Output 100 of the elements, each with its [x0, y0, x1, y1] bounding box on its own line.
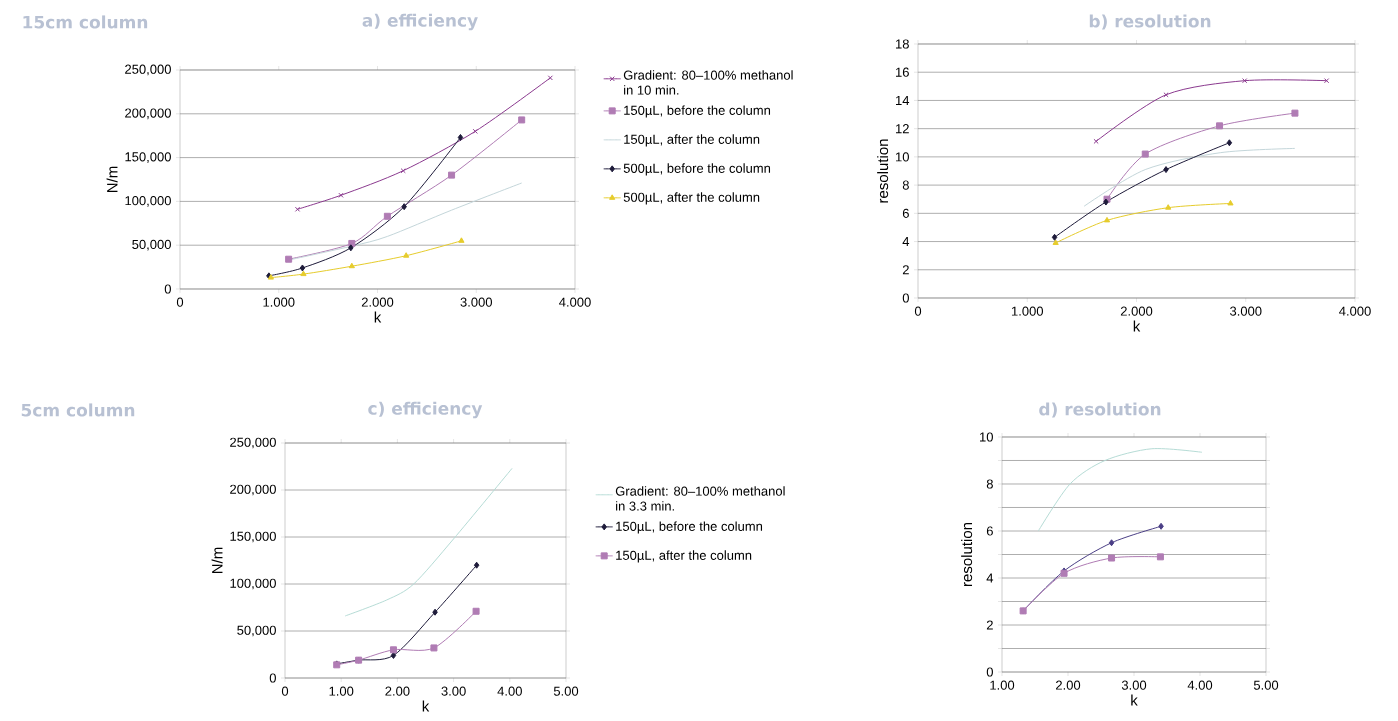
y-tick-label: 6 [902, 208, 909, 218]
chart-title: b) resolution [1089, 14, 1211, 30]
legend-label: Gradient: 80–100% methanol in 10 min. [623, 70, 793, 95]
y-tick-label: 100,000 [230, 578, 276, 590]
y-tick-label: 200,000 [230, 484, 276, 496]
point [458, 237, 465, 243]
point [430, 644, 438, 652]
point [1103, 216, 1111, 223]
y-tick-label: 2 [902, 265, 909, 275]
y-axis-title: resolution [877, 139, 889, 203]
x-tick-label: 5.00 [1253, 680, 1279, 690]
chart-title: d) resolution [1039, 402, 1161, 418]
y-tick-label: 6 [986, 526, 993, 536]
x-tick-label: 5.00 [553, 686, 579, 696]
point [383, 212, 391, 220]
y-axis-title: N/m [106, 166, 118, 193]
legend-label: 150µL, before the column [616, 521, 763, 534]
point [432, 608, 438, 616]
point [457, 133, 464, 141]
point [1156, 553, 1164, 561]
legend-label: 500µL, after the column [623, 192, 760, 205]
point [1163, 92, 1169, 98]
point [448, 171, 456, 179]
point [390, 651, 397, 659]
x-tick-label: 1.000 [263, 297, 295, 307]
point [473, 561, 480, 569]
y-axis-title: resolution [961, 522, 973, 587]
y-tick-label: 250,000 [230, 437, 276, 449]
point [1158, 522, 1164, 530]
y-tick-label: 250,000 [125, 64, 171, 76]
point [389, 646, 397, 654]
point [400, 168, 406, 174]
y-tick-label: 150,000 [125, 152, 171, 163]
point [1163, 166, 1169, 174]
y-tick-label: 4 [986, 573, 994, 583]
x-tick-label: 1.000 [1011, 306, 1044, 316]
y-tick-label: 8 [902, 180, 909, 190]
x-tick-label: 4.00 [1187, 680, 1213, 690]
point [1242, 78, 1248, 84]
x-tick-label: 2.000 [1120, 306, 1153, 316]
x-tick-label: 0 [176, 297, 184, 307]
line-series [344, 467, 513, 617]
legend-label: 500µL, before the column [623, 163, 771, 176]
text: 15cm column [23, 15, 148, 29]
y-tick-label: 16 [896, 67, 909, 77]
x-tick-label: 4.000 [559, 297, 591, 307]
point [1108, 539, 1115, 547]
x-tick-label: 2.000 [361, 297, 394, 307]
y-tick-label: 12 [896, 124, 909, 134]
y-tick-label: 18 [896, 39, 909, 49]
point [300, 270, 307, 277]
y-tick-label: 14 [896, 95, 910, 105]
x-axis-title: k [1133, 320, 1141, 332]
y-tick-label: 10 [980, 432, 993, 442]
y-tick-label: 100,000 [125, 196, 171, 207]
legend-label: 150µL, after the column [616, 550, 752, 563]
x-tick-label: 0 [281, 686, 289, 696]
chart-title: a) efficiency [362, 13, 478, 31]
y-tick-label: 200,000 [125, 108, 171, 120]
point [1226, 139, 1233, 147]
legend-label: 150µL, before the column [624, 105, 771, 118]
point [472, 128, 478, 134]
y-tick-label: 2 [986, 620, 993, 630]
x-tick-label: 4.00 [497, 686, 522, 696]
y-tick-label: 10 [896, 152, 909, 162]
point [1051, 233, 1058, 241]
y-tick-label: 50,000 [132, 239, 171, 251]
y-tick-label: 0 [269, 673, 276, 683]
point [1052, 239, 1059, 245]
y-tick-label: 0 [986, 667, 993, 677]
point [1108, 554, 1116, 562]
point [401, 203, 407, 211]
y-axis-title: N/m [211, 547, 223, 574]
text: 5cm column [21, 403, 135, 417]
x-axis-title: k [422, 700, 430, 712]
point [1216, 122, 1224, 130]
point [1165, 204, 1172, 210]
point [518, 116, 526, 124]
x-tick-label: 2.00 [385, 686, 410, 696]
point [338, 192, 344, 198]
x-tick-label: 4.000 [1339, 306, 1371, 316]
legend-label: Gradient: 80–100% methanol in 3.3 min. [615, 486, 785, 511]
x-tick-label: 0 [914, 306, 922, 316]
y-tick-label: 150,000 [230, 531, 276, 543]
point [472, 607, 480, 615]
point [348, 262, 355, 269]
chart-title: c) efficiency [368, 401, 483, 419]
x-axis-title: k [1131, 694, 1138, 706]
point [299, 264, 306, 272]
point [1141, 150, 1149, 158]
x-axis-title: k [374, 311, 382, 323]
y-tick-label: 0 [164, 284, 171, 294]
point [1291, 109, 1299, 117]
y-tick-label: 4 [902, 237, 910, 247]
x-tick-label: 2.00 [1056, 680, 1081, 690]
line-series [1083, 147, 1296, 207]
point [403, 252, 410, 258]
x-tick-label: 1.00 [329, 686, 354, 696]
x-tick-label: 3.00 [1121, 680, 1147, 690]
x-tick-label: 3.000 [1230, 306, 1262, 316]
